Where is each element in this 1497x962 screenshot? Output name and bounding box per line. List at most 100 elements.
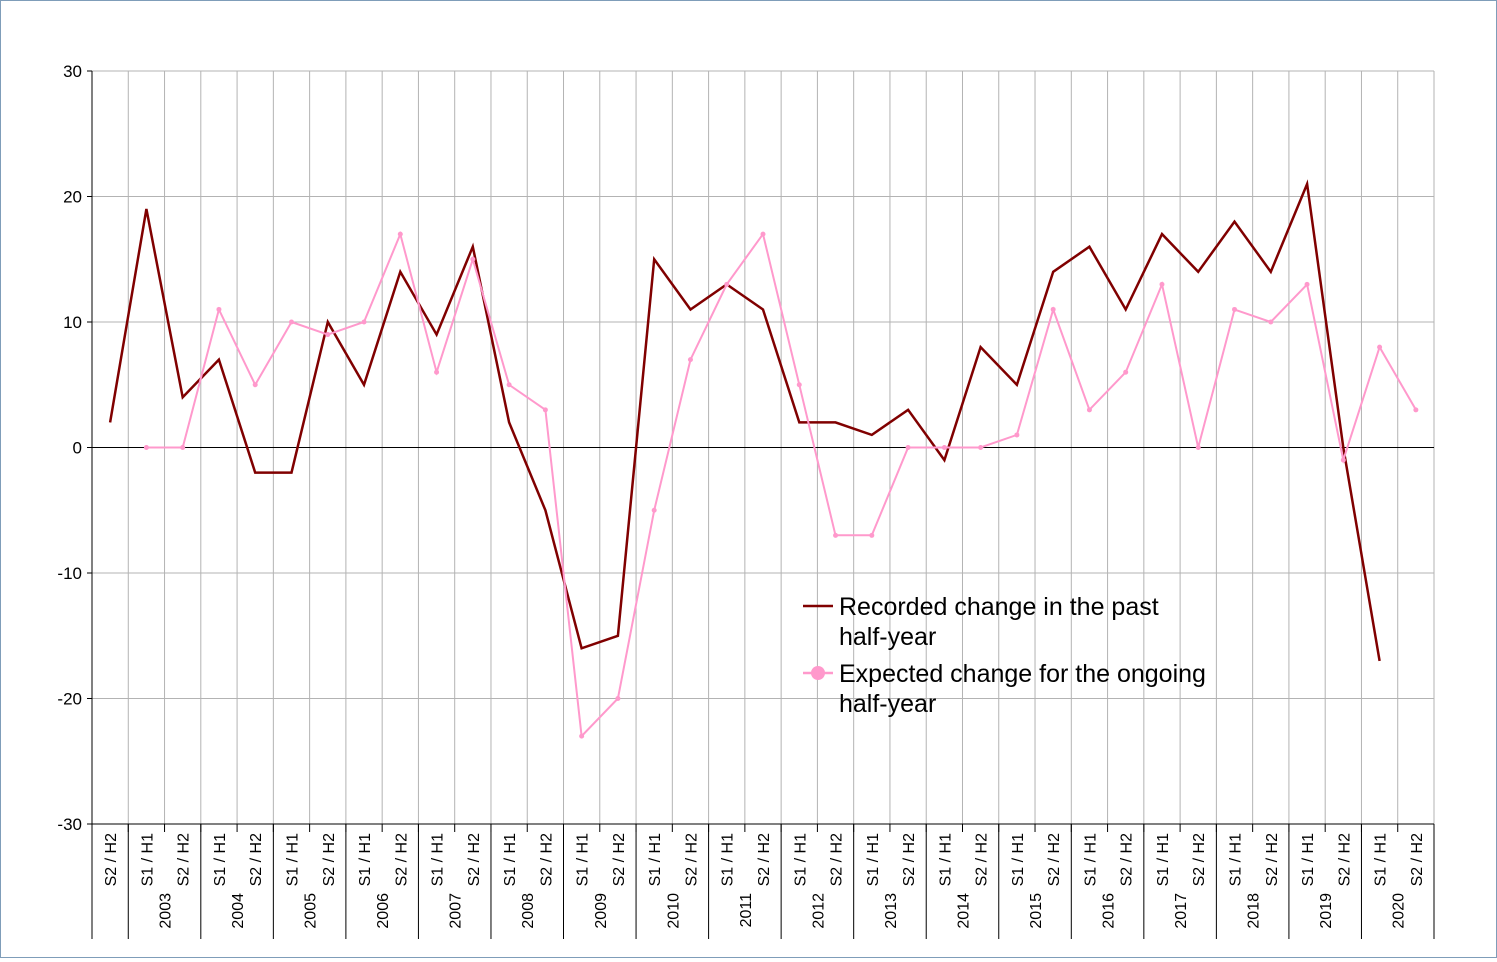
x-tick-label: S1 / H1 bbox=[865, 833, 882, 886]
year-label: 2006 bbox=[375, 893, 392, 929]
data-point bbox=[397, 231, 403, 237]
x-tick-label: S2 / H2 bbox=[1409, 833, 1426, 886]
year-label: 2005 bbox=[303, 893, 320, 929]
x-tick-label: S1 / H1 bbox=[792, 833, 809, 886]
axes bbox=[87, 70, 1435, 939]
data-point bbox=[288, 319, 294, 325]
x-tick-label: S2 / H2 bbox=[1119, 833, 1136, 886]
data-point bbox=[687, 357, 693, 363]
data-point bbox=[1086, 407, 1092, 413]
year-label: 2003 bbox=[158, 893, 175, 929]
data-point bbox=[1014, 432, 1020, 438]
x-tick-label: S1 / H1 bbox=[284, 833, 301, 886]
year-label: 2018 bbox=[1246, 893, 1263, 929]
x-tick-label: S2 / H2 bbox=[611, 833, 628, 886]
y-tick-label: -30 bbox=[57, 815, 82, 834]
x-tick-label: S2 / H2 bbox=[829, 833, 846, 886]
x-axis-ticks: S2 / H2 S1 / H1 S2 / H2 S1 / H1 S2 / H2 S1 / … bbox=[103, 833, 1426, 929]
y-tick-label: 0 bbox=[73, 439, 82, 458]
x-tick-label: S1 / H1 bbox=[430, 833, 447, 886]
data-point bbox=[1304, 281, 1310, 287]
data-point bbox=[325, 332, 331, 338]
x-tick-label: S1 / H1 bbox=[502, 833, 519, 886]
x-tick-label: S1 / H1 bbox=[1155, 833, 1172, 886]
series-line bbox=[108, 179, 1381, 662]
x-tick-label: S2 / H2 bbox=[176, 833, 193, 886]
year-label: 2019 bbox=[1318, 893, 1335, 929]
x-tick-label: S2 / H2 bbox=[393, 833, 410, 886]
legend-label: Expected change for the ongoing half-year bbox=[839, 660, 1206, 718]
data-point bbox=[833, 532, 839, 538]
x-tick-label: S1 / H1 bbox=[1010, 833, 1027, 886]
x-tick-label: S2 / H2 bbox=[1046, 833, 1063, 886]
data-point bbox=[180, 445, 186, 450]
x-tick-label: S1 / H1 bbox=[139, 833, 156, 886]
x-tick-label: S1 / H1 bbox=[1082, 833, 1099, 886]
data-point bbox=[143, 445, 149, 450]
data-point bbox=[216, 306, 222, 312]
data-point bbox=[1268, 319, 1274, 325]
legend-label: Recorded change in the past half-year bbox=[839, 593, 1159, 651]
x-tick-label: S2 / H2 bbox=[901, 833, 918, 886]
series-expected bbox=[143, 230, 1419, 739]
data-point bbox=[760, 231, 766, 237]
x-tick-label: S2 / H2 bbox=[756, 833, 773, 886]
year-label: 2011 bbox=[738, 893, 755, 928]
data-point bbox=[1195, 445, 1201, 450]
data-point bbox=[361, 319, 367, 325]
x-tick-label: S1 / H1 bbox=[937, 833, 954, 886]
series-line bbox=[146, 230, 1417, 739]
data-point bbox=[615, 696, 621, 701]
data-point bbox=[470, 256, 476, 262]
x-tick-label: S1 / H1 bbox=[1228, 833, 1245, 886]
data-point bbox=[941, 445, 947, 450]
x-tick-label: S1 / H1 bbox=[647, 833, 664, 886]
x-tick-label: S2 / H2 bbox=[974, 833, 991, 886]
x-tick-label: S2 / H2 bbox=[1264, 833, 1281, 886]
data-point bbox=[252, 382, 258, 388]
data-point bbox=[724, 281, 730, 287]
year-label: 2012 bbox=[810, 893, 827, 929]
x-tick-label: S2 / H2 bbox=[466, 833, 483, 886]
plot-area bbox=[108, 179, 1419, 739]
data-point bbox=[905, 445, 911, 450]
x-tick-label: S1 / H1 bbox=[720, 833, 737, 886]
year-label: 2008 bbox=[520, 893, 537, 929]
x-tick-label: S2 / H2 bbox=[248, 833, 265, 886]
data-point bbox=[1340, 457, 1346, 463]
series-recorded bbox=[108, 179, 1381, 662]
x-tick-label: S1 / H1 bbox=[575, 833, 592, 886]
x-tick-label: S1 / H1 bbox=[212, 833, 229, 886]
data-point bbox=[506, 382, 512, 388]
data-point bbox=[869, 532, 875, 538]
data-point bbox=[434, 369, 440, 375]
data-point bbox=[1377, 344, 1383, 350]
x-tick-label: S1 / H1 bbox=[1300, 833, 1317, 886]
x-tick-label: S2 / H2 bbox=[683, 833, 700, 886]
x-tick-label: S1 / H1 bbox=[1373, 833, 1390, 886]
x-tick-label: S2 / H2 bbox=[538, 833, 555, 886]
legend-marker bbox=[811, 666, 825, 680]
data-point bbox=[542, 407, 548, 413]
x-tick-label: S2 / H2 bbox=[1191, 833, 1208, 886]
year-label: 2016 bbox=[1101, 893, 1118, 929]
year-label: 2010 bbox=[665, 893, 682, 929]
x-tick-label: S2 / H2 bbox=[103, 833, 120, 886]
year-label: 2015 bbox=[1028, 893, 1045, 929]
x-tick-label: S1 / H1 bbox=[357, 833, 374, 886]
y-axis-ticks: 30 20 10 0 -10 -20 -30 bbox=[57, 62, 82, 834]
x-tick-label: S2 / H2 bbox=[321, 833, 338, 886]
y-tick-label: 10 bbox=[63, 313, 82, 332]
data-point bbox=[1050, 306, 1056, 312]
data-point bbox=[1159, 281, 1165, 287]
year-label: 2014 bbox=[955, 893, 972, 929]
year-label: 2004 bbox=[230, 893, 247, 929]
data-point bbox=[651, 507, 657, 513]
y-tick-label: -20 bbox=[57, 690, 82, 709]
data-point bbox=[978, 445, 984, 450]
y-tick-label: 30 bbox=[63, 62, 82, 81]
data-point bbox=[1413, 407, 1419, 413]
year-label: 2013 bbox=[883, 893, 900, 929]
